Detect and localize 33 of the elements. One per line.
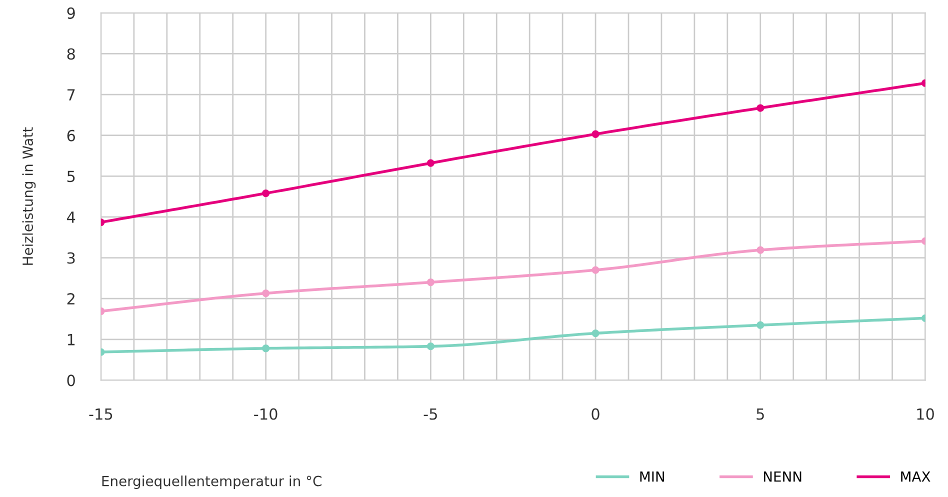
- y-tick-label: 3: [67, 252, 75, 264]
- point: [756, 104, 764, 112]
- point: [262, 344, 270, 352]
- y-tick-label: 6: [67, 130, 75, 142]
- x-tick-label: 10: [917, 408, 934, 420]
- point: [592, 266, 600, 274]
- point: [426, 159, 434, 167]
- x-axis-title: Energiequellentemperatur in °C: [102, 476, 322, 489]
- point: [756, 246, 764, 254]
- legend-label: NENN: [764, 471, 802, 482]
- y-tick-label: 1: [68, 334, 75, 346]
- x-tick-label: -5: [424, 408, 437, 420]
- point: [426, 342, 434, 350]
- point: [756, 321, 764, 329]
- y-tick-label: 5: [67, 170, 75, 182]
- point: [426, 278, 434, 286]
- x-tick-label: 0: [592, 408, 600, 420]
- y-tick-label: 9: [67, 7, 75, 19]
- legend-label: MIN: [640, 471, 664, 482]
- point: [592, 130, 600, 138]
- y-tick-label: 0: [67, 374, 75, 386]
- x-tick-label: 5: [756, 408, 764, 420]
- y-tick-label: 7: [67, 89, 75, 100]
- x-tick-label: -10: [254, 408, 278, 420]
- y-tick-label: 4: [66, 212, 76, 223]
- point: [262, 289, 270, 298]
- y-tick-label: 8: [67, 48, 75, 60]
- point: [262, 189, 270, 198]
- y-tick-label: 2: [67, 293, 74, 304]
- legend-label: MAX: [901, 471, 930, 482]
- point: [592, 329, 600, 338]
- x-tick-label: -15: [89, 408, 112, 420]
- y-axis-title: Heizleistung in Watt: [22, 127, 36, 265]
